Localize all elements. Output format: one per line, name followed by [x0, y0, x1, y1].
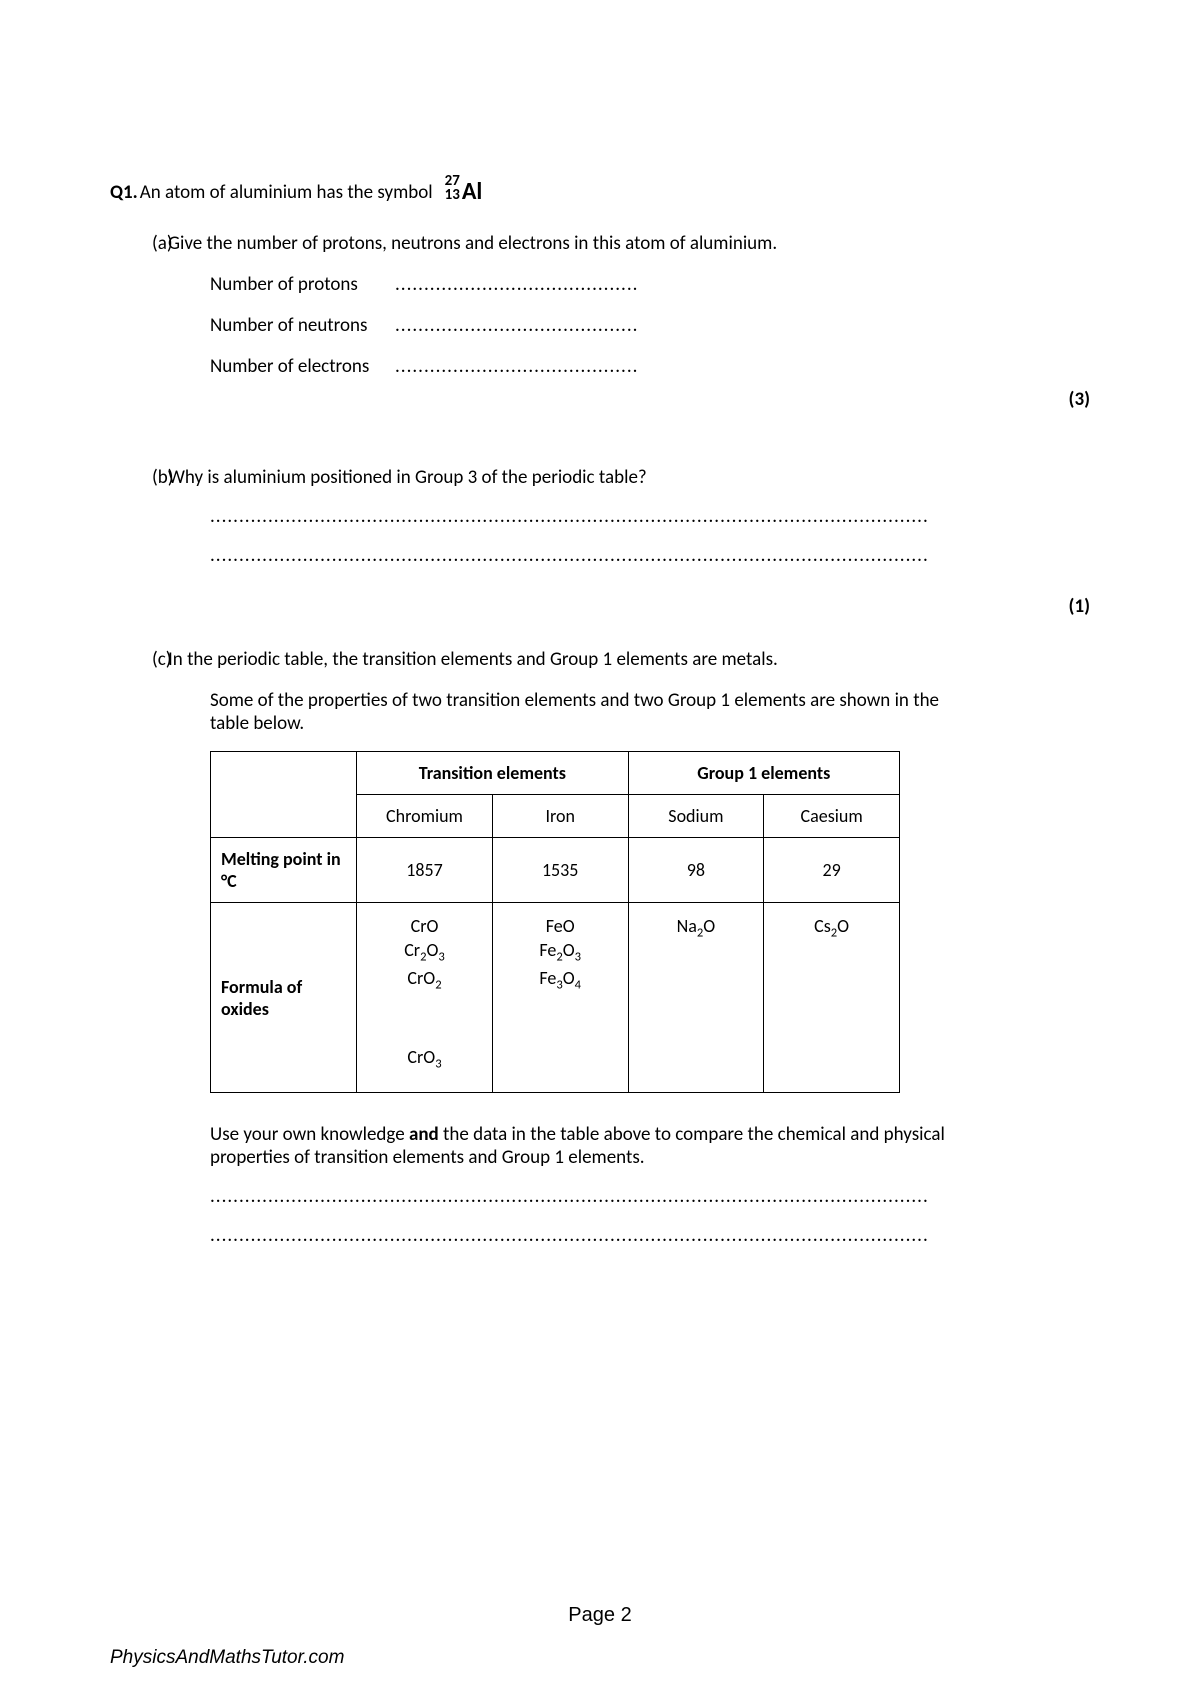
row-oxides-label: Formula of oxides [211, 903, 357, 1093]
part-c: (c) In the periodic table, the transitio… [110, 648, 1090, 671]
part-c-para2: Some of the properties of two transition… [210, 689, 970, 735]
after-table-bold: and [409, 1123, 439, 1146]
part-c-intro: In the periodic table, the transition el… [160, 648, 1090, 671]
after-table-1: Use your own knowledge [210, 1123, 409, 1146]
oxides-sodium: Na2O [628, 903, 764, 1093]
row-mp-label: Melting point in °C [211, 838, 357, 903]
head-transition: Transition elements [357, 752, 628, 795]
mp-iron: 1535 [492, 838, 628, 903]
part-c-after-table: Use your own knowledge and the data in t… [210, 1123, 970, 1169]
mp-sodium: 98 [628, 838, 764, 903]
page-number: Page 2 [0, 1604, 1200, 1627]
mp-chromium: 1857 [357, 838, 493, 903]
oxides-caesium: Cs2O [764, 903, 900, 1093]
properties-table: Transition elements Group 1 elements Chr… [210, 751, 900, 1093]
neutrons-label: Number of neutrons [210, 314, 395, 337]
part-c-para2-text: Some of the properties of two transition… [210, 689, 939, 735]
protons-blank[interactable]: ........................................… [395, 273, 638, 296]
electrons-blank[interactable]: ........................................… [395, 355, 638, 378]
question-intro: Q1. An atom of aluminium has the symbol … [110, 175, 1090, 204]
atomic-number: 13 [445, 189, 460, 203]
part-a-answers: Number of protons ......................… [210, 273, 970, 378]
element-symbol: Al [462, 177, 482, 206]
head-group1: Group 1 elements [628, 752, 899, 795]
nuclide-numbers: 27 13 [445, 175, 460, 202]
col-caesium: Caesium [764, 795, 900, 838]
electrons-label: Number of electrons [210, 355, 395, 378]
part-c-blank-2[interactable]: ........................................… [210, 1224, 970, 1247]
part-a-marks: (3) [1069, 388, 1090, 411]
neutrons-row: Number of neutrons .....................… [210, 314, 970, 337]
part-a: (a) Give the number of protons, neutrons… [110, 232, 1090, 255]
mp-caesium: 29 [764, 838, 900, 903]
part-b-marks: (1) [1069, 595, 1090, 618]
neutrons-blank[interactable]: ........................................… [395, 314, 638, 337]
table-corner [211, 752, 357, 838]
col-sodium: Sodium [628, 795, 764, 838]
electrons-row: Number of electrons ....................… [210, 355, 970, 378]
col-iron: Iron [492, 795, 628, 838]
part-b-letter: (b) [110, 466, 160, 489]
protons-row: Number of protons ......................… [210, 273, 970, 296]
question-intro-text: An atom of aluminium has the symbol [140, 181, 433, 204]
oxides-chromium: CrO Cr2O3 CrO2 CrO3 [357, 903, 493, 1093]
part-b-blank-1[interactable]: ........................................… [210, 505, 970, 528]
part-a-text: Give the number of protons, neutrons and… [160, 232, 1090, 255]
question-label: Q1. [110, 181, 138, 204]
part-a-letter: (a) [110, 232, 160, 255]
part-b-answers: ........................................… [210, 505, 970, 567]
protons-label: Number of protons [210, 273, 395, 296]
oxides-iron: FeO Fe2O3 Fe3O4 [492, 903, 628, 1093]
footer: PhysicsAndMathsTutor.com [110, 1647, 344, 1669]
col-chromium: Chromium [357, 795, 493, 838]
part-b: (b) Why is aluminium positioned in Group… [110, 466, 1090, 489]
part-b-blank-2[interactable]: ........................................… [210, 544, 970, 567]
part-b-text: Why is aluminium positioned in Group 3 o… [160, 466, 1090, 489]
part-c-letter: (c) [110, 648, 160, 671]
part-c-answers: ........................................… [210, 1185, 970, 1247]
part-c-blank-1[interactable]: ........................................… [210, 1185, 970, 1208]
page: Q1. An atom of aluminium has the symbol … [0, 0, 1200, 1697]
